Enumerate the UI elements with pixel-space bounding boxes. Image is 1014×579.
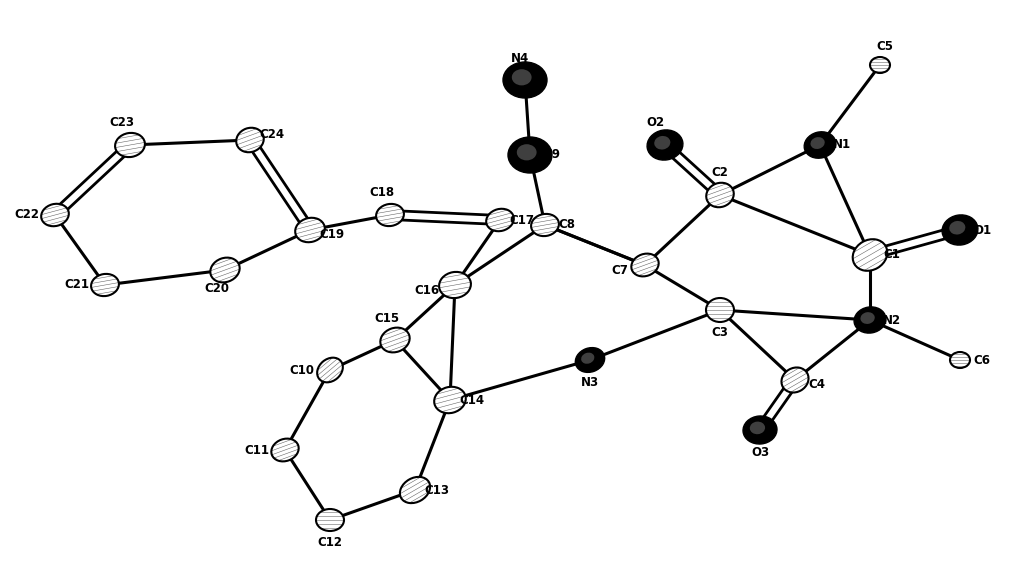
Text: N1: N1 <box>832 138 851 152</box>
Ellipse shape <box>400 477 430 503</box>
Ellipse shape <box>115 133 145 157</box>
Ellipse shape <box>376 204 404 226</box>
Ellipse shape <box>91 274 119 296</box>
Ellipse shape <box>654 136 670 149</box>
Ellipse shape <box>706 298 734 322</box>
Text: N2: N2 <box>883 313 901 327</box>
Text: C21: C21 <box>65 278 89 291</box>
Ellipse shape <box>647 130 682 160</box>
Text: C4: C4 <box>808 379 825 391</box>
Text: C1: C1 <box>883 248 900 262</box>
Text: C10: C10 <box>290 364 314 376</box>
Text: C22: C22 <box>14 208 40 222</box>
Ellipse shape <box>317 358 343 382</box>
Ellipse shape <box>581 353 594 364</box>
Text: C24: C24 <box>260 129 285 141</box>
Ellipse shape <box>236 128 264 152</box>
Text: C23: C23 <box>110 116 135 130</box>
Ellipse shape <box>531 214 559 236</box>
Ellipse shape <box>810 137 824 149</box>
Text: C5: C5 <box>876 41 893 53</box>
Text: C15: C15 <box>374 312 400 324</box>
Text: O3: O3 <box>751 445 769 459</box>
Ellipse shape <box>950 352 970 368</box>
Ellipse shape <box>517 144 536 160</box>
Ellipse shape <box>942 215 977 245</box>
Text: C6: C6 <box>973 354 991 367</box>
Ellipse shape <box>853 239 887 271</box>
Text: C11: C11 <box>244 444 270 456</box>
Ellipse shape <box>749 422 766 434</box>
Ellipse shape <box>854 307 886 333</box>
Ellipse shape <box>632 254 659 276</box>
Ellipse shape <box>508 137 552 173</box>
Ellipse shape <box>295 218 324 242</box>
Text: C8: C8 <box>559 218 576 232</box>
Text: C19: C19 <box>319 229 345 241</box>
Text: C7: C7 <box>611 263 629 277</box>
Text: C20: C20 <box>205 281 229 295</box>
Ellipse shape <box>575 347 604 372</box>
Text: C2: C2 <box>712 167 728 179</box>
Ellipse shape <box>870 57 890 73</box>
Ellipse shape <box>861 312 875 324</box>
Ellipse shape <box>316 509 344 531</box>
Ellipse shape <box>439 272 470 298</box>
Ellipse shape <box>782 368 808 393</box>
Text: O2: O2 <box>646 116 664 130</box>
Text: C9: C9 <box>544 148 561 162</box>
Ellipse shape <box>434 387 465 413</box>
Ellipse shape <box>804 132 836 158</box>
Text: O1: O1 <box>973 223 991 236</box>
Text: C12: C12 <box>317 536 343 548</box>
Ellipse shape <box>949 221 965 234</box>
Ellipse shape <box>380 328 410 353</box>
Ellipse shape <box>486 209 514 231</box>
Ellipse shape <box>743 416 777 444</box>
Ellipse shape <box>503 62 547 98</box>
Ellipse shape <box>210 258 239 283</box>
Text: N4: N4 <box>511 52 529 64</box>
Ellipse shape <box>706 183 734 207</box>
Ellipse shape <box>272 439 299 461</box>
Text: N3: N3 <box>581 376 599 389</box>
Text: C17: C17 <box>509 214 534 226</box>
Text: C14: C14 <box>459 394 485 406</box>
Text: C16: C16 <box>415 284 439 296</box>
Text: C3: C3 <box>712 325 728 339</box>
Text: C13: C13 <box>425 483 449 497</box>
Text: C18: C18 <box>369 186 394 200</box>
Ellipse shape <box>42 204 69 226</box>
Ellipse shape <box>512 69 531 85</box>
